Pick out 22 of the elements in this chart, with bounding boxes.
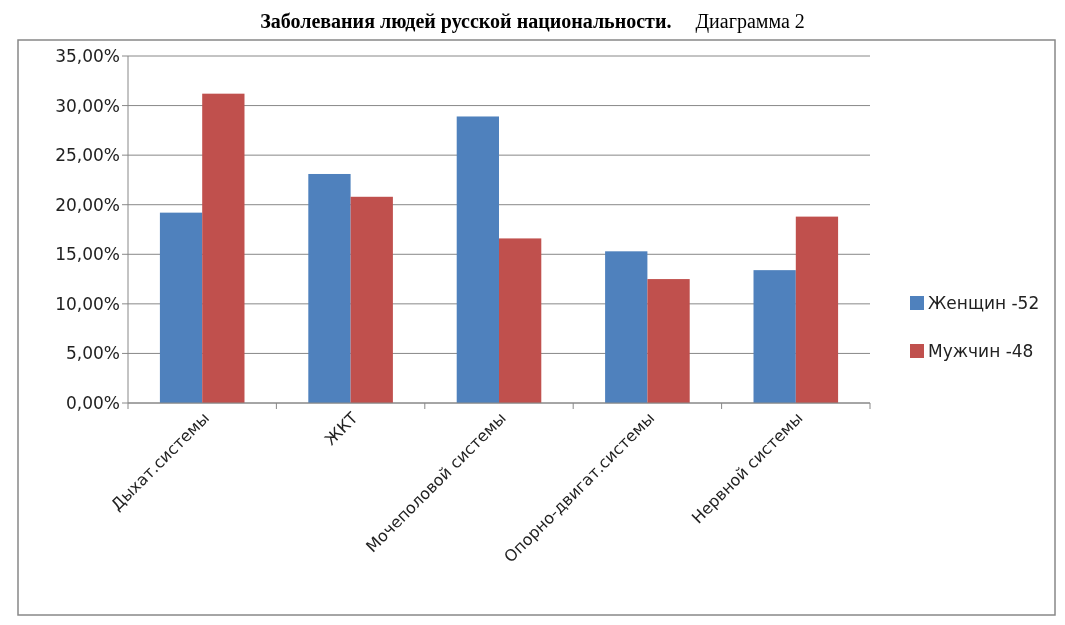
bar xyxy=(605,251,648,403)
y-tick-label: 15,00% xyxy=(55,244,120,265)
bar xyxy=(202,93,245,403)
y-tick-label: 0,00% xyxy=(65,392,120,413)
legend-label: Мужчин -48 xyxy=(928,340,1034,361)
bar xyxy=(456,116,499,403)
bar xyxy=(499,238,542,403)
y-tick-label: 35,00% xyxy=(55,45,120,66)
y-tick-label: 10,00% xyxy=(55,293,120,314)
chart-subtitle: Диаграмма 2 xyxy=(695,10,805,33)
bar xyxy=(647,279,690,403)
bar xyxy=(795,216,839,403)
y-tick-label: 20,00% xyxy=(55,194,120,215)
bar xyxy=(308,173,351,403)
bar xyxy=(350,196,393,403)
legend-label: Женщин -52 xyxy=(928,292,1040,313)
chart-title: Заболевания людей русской национальности. xyxy=(260,10,672,33)
y-tick-label: 25,00% xyxy=(55,145,120,166)
y-tick-label: 5,00% xyxy=(65,343,120,364)
bar xyxy=(159,212,203,403)
y-tick-label: 30,00% xyxy=(55,95,120,116)
bar xyxy=(753,270,796,403)
